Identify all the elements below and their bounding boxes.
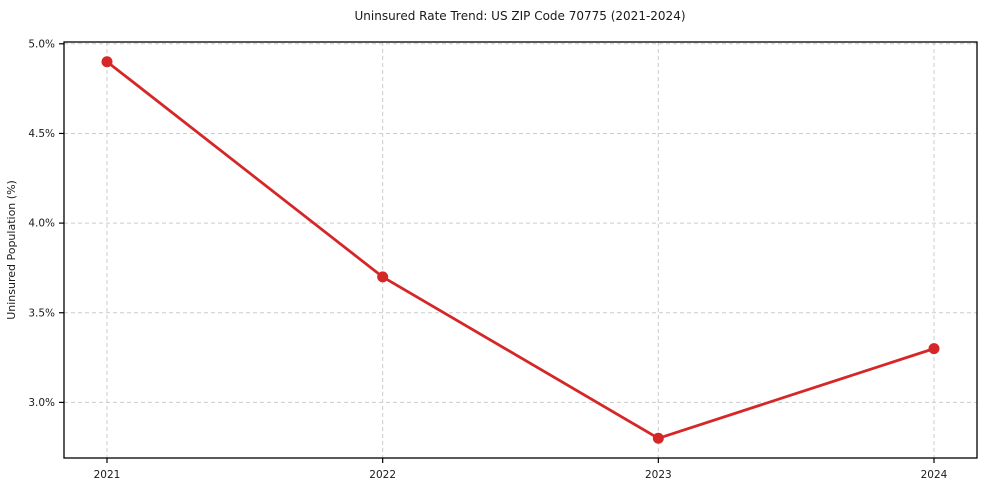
grid-layer (64, 42, 977, 458)
plot-border (63, 41, 978, 459)
chart-title: Uninsured Rate Trend: US ZIP Code 70775 … (354, 9, 685, 23)
y-tick-label: 3.5% (28, 307, 55, 319)
trend-line (105, 60, 936, 440)
x-tick-label: 2023 (645, 469, 672, 481)
y-tick-label: 3.0% (28, 397, 55, 409)
tick-layer: 3.0% 3.5% 4.0% 4.5% 5.0% 2021 2022 2023 2024 (28, 38, 947, 481)
x-tick-label: 2024 (921, 469, 948, 481)
axes-spines (63, 41, 978, 459)
y-tick-label: 4.5% (28, 128, 55, 140)
y-axis-label: Uninsured Population (%) (5, 180, 18, 320)
data-point-marker (928, 343, 940, 355)
x-tick-label: 2021 (94, 469, 121, 481)
series-layer (101, 56, 940, 444)
y-tick-label: 4.0% (28, 218, 55, 230)
data-point-marker (101, 56, 113, 68)
x-tick-label: 2022 (369, 469, 396, 481)
y-tick-label: 5.0% (28, 38, 55, 50)
data-point-marker (652, 432, 664, 444)
data-point-marker (377, 271, 389, 283)
